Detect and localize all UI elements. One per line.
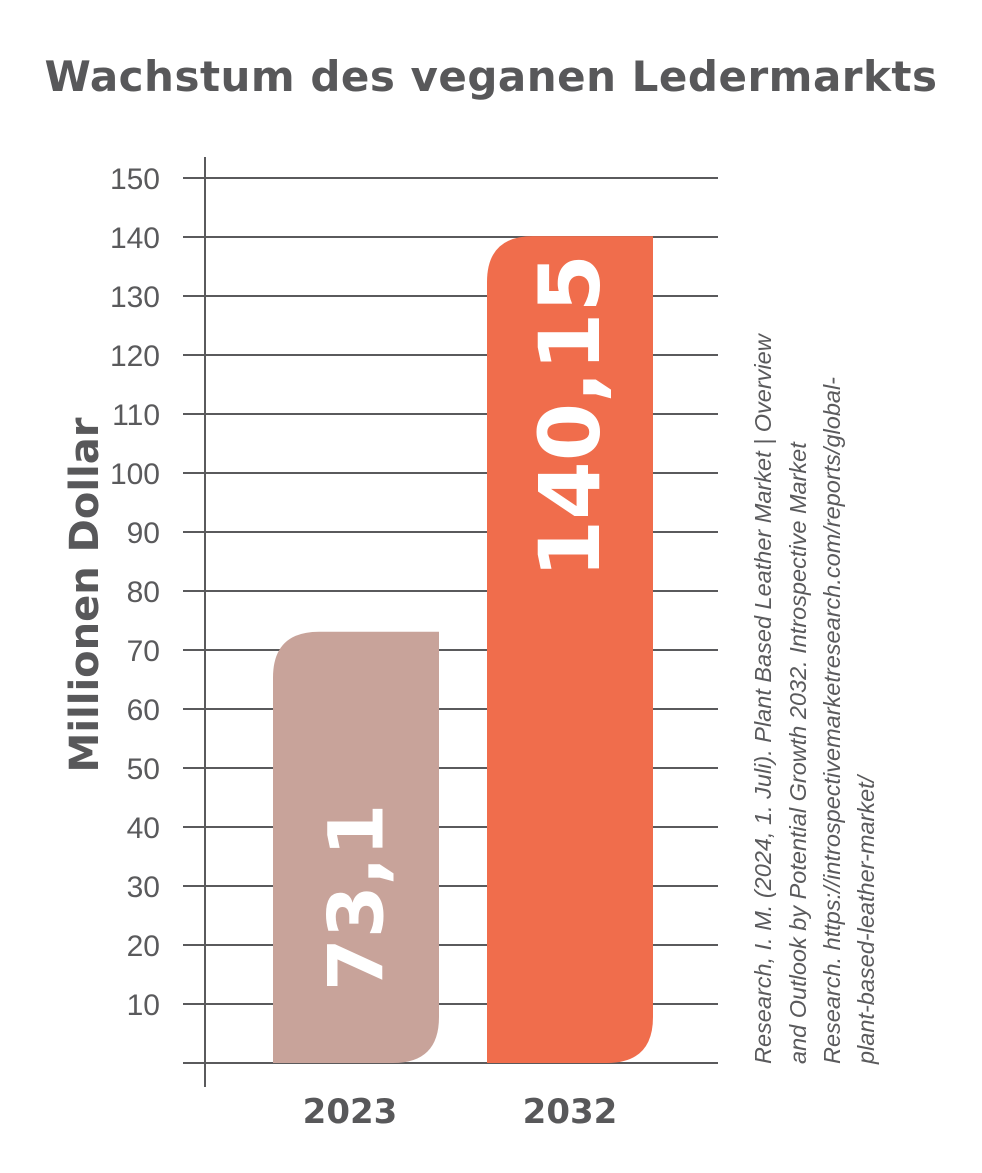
data-label: 140,15 [521,254,619,578]
x-tick-label: 2023 [303,1092,398,1132]
data-label: 73,1 [312,804,401,992]
y-tick-label: 100 [110,458,160,491]
y-tick-label: 130 [110,281,160,314]
bar [273,631,439,1063]
y-tick-label: 50 [127,753,160,786]
y-tick-label: 30 [127,871,160,904]
y-tick-label: 150 [110,163,160,196]
bar [487,236,653,1064]
y-tick-label: 90 [127,517,160,550]
y-axis-title: Millionen Dollar [62,417,108,772]
y-tick-label: 10 [127,989,160,1022]
chart-title: Wachstum des veganen Ledermarkts [44,52,938,101]
source-citation: Research, I. M. (2024, 1. Juli). Plant B… [750,332,879,1065]
y-tick-label: 60 [127,694,160,727]
x-tick-labels: 2023 2032 [303,1092,618,1132]
y-tick-label: 40 [127,812,160,845]
source-line: Research, I. M. (2024, 1. Juli). Plant B… [750,332,776,1064]
y-tick-labels: 10 20 30 40 50 60 70 80 90 100 110 120 130 140 150 [110,163,160,1022]
x-tick-label: 2032 [523,1092,618,1132]
y-tick-label: 20 [127,930,160,963]
y-tick-label: 80 [127,576,160,609]
bars: 73,1 140,15 [273,236,653,1064]
source-line: and Outlook by Potential Growth 2032. In… [785,441,811,1064]
y-tick-label: 70 [127,635,160,668]
source-line: plant-based-leather-market/ [853,773,879,1065]
y-tick-label: 140 [110,222,160,255]
source-line: Research. https://introspectivemarketres… [819,377,845,1064]
y-tick-label: 110 [112,399,160,432]
y-tick-label: 120 [110,340,160,373]
